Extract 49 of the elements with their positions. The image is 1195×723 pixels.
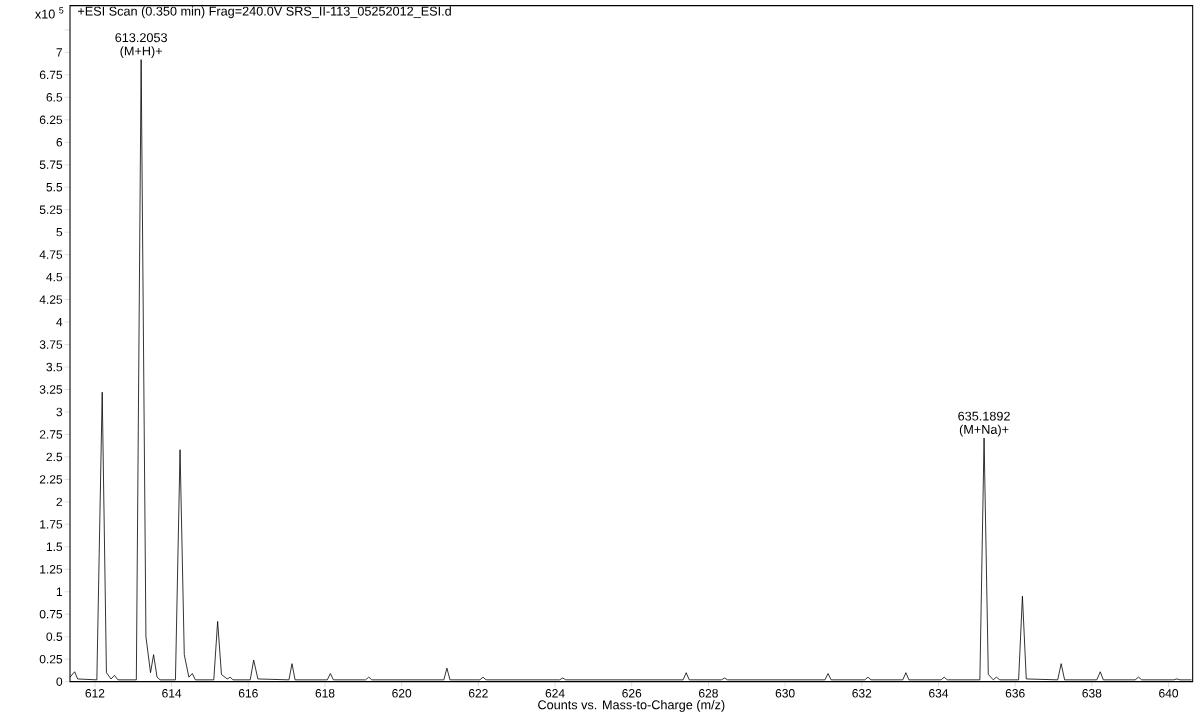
y-tick-label: 1.75 [40,520,63,529]
x-tick-label: 620 [392,689,412,698]
y-tick-label: 2.25 [39,475,63,484]
y-tick-label: 5.5 [46,183,63,192]
y-tick-label: 3.75 [39,340,63,349]
x-tick-label: 638 [1082,689,1102,698]
y-tick-label: 1.5 [46,542,63,552]
x-tick-label: 626 [622,689,642,698]
x-tick-label: 634 [929,689,949,698]
x-tick-label: 614 [162,689,182,698]
y-tick-label: 0.25 [39,654,63,664]
chart-title: +ESI Scan (0.350 min) Frag=240.0V SRS_II-113_05252012_ESI.d [78,6,451,19]
x-tick-label: 616 [238,689,258,698]
x-tick-label: 632 [852,689,872,698]
y-tick-label: 6.75 [39,70,63,80]
x-tick-label: 618 [315,689,335,698]
y-tick-label: 4.25 [39,295,63,304]
y-tick-label: 2.5 [46,452,63,462]
y-tick-label: 1 [56,587,63,596]
y-tick-label: 6.25 [39,115,63,125]
y-tick-label: 4 [56,317,63,327]
y-tick-label: 0 [56,677,63,686]
y-tick-label: 4.75 [39,250,63,259]
text: x10 $^{5}$ [35,7,64,19]
y-tick-label: 3 [56,407,63,417]
x-tick-label: 624 [545,689,565,698]
annotation: 613.2053 (M+H)+ [115,33,167,58]
y-tick-label: 0.5 [46,632,63,641]
y-tick-label: 7 [56,48,63,57]
x-axis-title: Counts vs. Mass-to-Charge (m/z) [538,700,725,712]
x-tick-label: 640 [1159,689,1179,698]
y-tick-label: 3.5 [46,362,63,372]
y-tick-label: 3.25 [39,385,63,394]
x-tick-label: 630 [775,689,795,698]
y-tick-label: 5.25 [39,205,63,214]
y-tick-label: 2.75 [39,430,63,439]
y-tick-label: 2 [56,497,63,507]
y-tick-label: 6.5 [46,93,63,102]
y-tick-label: 4.5 [46,272,63,282]
x-tick-label: 628 [699,689,718,698]
y-tick-label: 6 [56,138,63,147]
annotation: 635.1892 (M+Na)+ [958,411,1010,437]
x-tick-label: 622 [468,689,488,698]
y-tick-label: 5.75 [39,160,63,169]
y-tick-label: 5 [56,227,63,237]
y-tick-label: 0.75 [39,609,63,619]
x-tick-label: 612 [85,689,105,698]
y-tick-label: 1.25 [40,565,63,574]
x-tick-label: 636 [1005,689,1025,698]
